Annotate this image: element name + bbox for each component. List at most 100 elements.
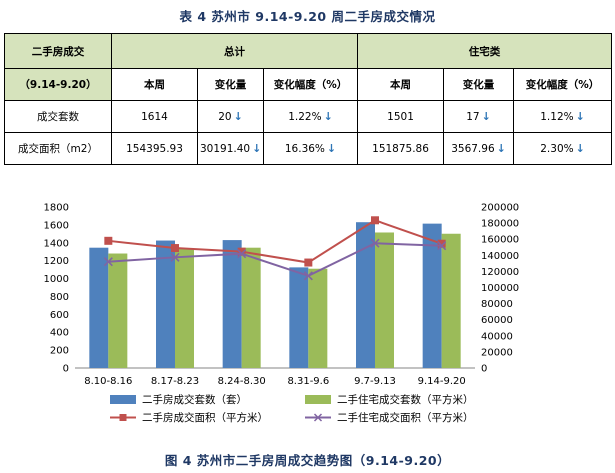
x-axis-tick-label: 8.24-8.30 — [218, 376, 266, 387]
bar-units-residential — [441, 233, 461, 368]
legend-label: 二手房成交套数（套） — [142, 393, 247, 406]
right-axis-tick-label: 180000 — [481, 219, 519, 230]
cell-value: 3567.96 — [451, 143, 495, 155]
left-axis-tick-label: 200 — [50, 346, 69, 357]
table-row-area: 成交面积（m2） 154395.93 30191.40 ↓ 16.36% ↓ 151… — [4, 132, 613, 165]
header-res-this-week: 本周 — [357, 68, 445, 101]
trend-chart-svg: 0 200 400 600 800 1000 1200 1400 1600 1800 0 20000 4… — [44, 203, 520, 425]
series-line-area-residential — [108, 242, 442, 277]
left-axis-tick-label: 1200 — [44, 256, 69, 267]
header-row-label: 二手房成交 — [4, 33, 112, 69]
header-group-total: 总计 — [110, 33, 359, 69]
table-caption: 表 4 苏州市 9.14-9.20 周二手房成交情况 — [179, 9, 436, 24]
header-total-this-week: 本周 — [111, 68, 198, 101]
cell-total-change: 20 ↓ — [197, 100, 264, 133]
right-axis-tick-label: 40000 — [481, 331, 513, 342]
table-header-row-1: 二手房成交 总计 住宅类 — [4, 33, 613, 69]
down-arrow-icon: ↓ — [326, 142, 337, 155]
bar-units-residential — [308, 268, 328, 368]
left-axis-tick-label: 600 — [50, 310, 69, 321]
left-axis-tick-label: 1000 — [44, 274, 69, 285]
x-axis-tick-label: 8.10-8.16 — [84, 376, 132, 387]
cell-total-this-week: 154395.93 — [111, 132, 198, 165]
point-marker-x — [170, 252, 180, 262]
left-axis-tick-label: 400 — [50, 328, 69, 339]
row-label: 成交面积（m2） — [4, 132, 112, 165]
cell-res-change-pct: 2.30% ↓ — [513, 132, 613, 165]
cell-value: 1.22% — [288, 111, 322, 123]
down-arrow-icon: ↓ — [323, 110, 333, 123]
right-axis-tick-label: 0 — [481, 364, 487, 375]
legend-swatch-bar — [305, 395, 331, 404]
point-marker-square — [437, 239, 446, 248]
cell-value: 2.30% — [540, 143, 574, 155]
right-axis-tick-label: 20000 — [481, 347, 513, 358]
legend-label: 二手住宅成交套数（平方米） — [337, 393, 474, 406]
down-arrow-icon: ↓ — [575, 110, 585, 123]
right-axis-tick-label: 140000 — [481, 251, 519, 262]
header-res-change: 变化量 — [443, 68, 515, 101]
cell-value: 17 — [466, 111, 480, 123]
down-arrow-icon: ↓ — [252, 142, 262, 155]
bar-units-total — [422, 223, 442, 368]
cell-total-this-week: 1614 — [111, 100, 198, 133]
figure-caption: 图 4 苏州市二手房周成交趋势图（9.14-9.20） — [164, 453, 451, 468]
cell-res-this-week: 151875.86 — [357, 132, 445, 165]
table-header-row-2: （9.14-9.20） 本周 变化量 变化幅度（%） 本周 变化量 变化幅度（%… — [4, 68, 613, 101]
x-axis-tick-label: 8.31-9.6 — [287, 376, 329, 387]
cell-value: 1.12% — [540, 111, 574, 123]
point-marker-x — [103, 257, 113, 267]
cell-value: 20 — [218, 111, 232, 123]
point-marker-x — [370, 238, 380, 248]
table-row-units: 成交套数 1614 20 ↓ 1.22% ↓ 1501 17 ↓ 1.12% ↓ — [4, 100, 613, 133]
bar-units-residential — [175, 248, 194, 368]
cell-res-change: 17 ↓ — [443, 100, 515, 133]
cell-total-change-pct: 1.22% ↓ — [262, 100, 359, 133]
point-marker-x — [303, 271, 313, 281]
down-arrow-icon: ↓ — [233, 110, 243, 123]
bar-units-residential — [375, 232, 394, 368]
x-axis-tick-label: 8.17-8.23 — [151, 376, 199, 387]
left-axis-tick-label: 800 — [50, 292, 69, 303]
cell-res-change-pct: 1.12% ↓ — [513, 100, 613, 133]
bar-units-total — [289, 267, 309, 368]
right-axis-tick-label: 60000 — [481, 315, 513, 326]
cell-value: 16.36% — [284, 143, 325, 155]
right-axis-tick-label: 200000 — [481, 203, 519, 214]
left-axis-tick-label: 1600 — [44, 220, 69, 231]
cell-total-change-pct: 16.36% ↓ — [262, 132, 359, 165]
down-arrow-icon: ↓ — [496, 142, 506, 155]
legend-marker-x — [313, 413, 323, 422]
right-axis-tick-label: 100000 — [481, 283, 519, 294]
series-line-area-total — [108, 219, 442, 264]
cell-value: 30191.40 — [200, 143, 251, 155]
legend-swatch-bar — [110, 395, 136, 404]
left-axis-tick-label: 0 — [63, 364, 69, 375]
header-total-change-pct: 变化幅度（%） — [262, 68, 359, 101]
x-axis-tick-label: 9.7-9.13 — [354, 376, 396, 387]
right-axis-tick-label: 160000 — [481, 235, 519, 246]
header-group-residential: 住宅类 — [357, 33, 613, 69]
left-axis-tick-label: 1400 — [44, 238, 69, 249]
bar-units-residential — [241, 247, 261, 368]
legend-label: 二手房成交面积（平方米） — [142, 411, 268, 424]
cell-res-this-week: 1501 — [357, 100, 445, 133]
weekly-transaction-table: 二手房成交 总计 住宅类 （9.14-9.20） 本周 变化量 变化幅度（%） … — [4, 33, 613, 165]
legend-marker-square — [119, 414, 127, 421]
cell-res-change: 3567.96 ↓ — [443, 132, 515, 165]
bar-units-residential — [108, 253, 128, 368]
bar-units-total — [89, 247, 109, 368]
bar-units-total — [222, 240, 242, 368]
right-axis-tick-label: 120000 — [481, 267, 519, 278]
header-res-change-pct: 变化幅度（%） — [513, 68, 613, 101]
down-arrow-icon: ↓ — [575, 142, 585, 155]
trend-chart: 0 200 400 600 800 1000 1200 1400 1600 1800 0 20000 4… — [0, 196, 615, 436]
header-total-change: 变化量 — [197, 68, 264, 101]
cell-total-change: 30191.40 ↓ — [197, 132, 264, 165]
bar-units-total — [156, 240, 175, 368]
down-arrow-icon: ↓ — [481, 110, 491, 123]
header-period: （9.14-9.20） — [4, 68, 112, 101]
point-marker-square — [171, 244, 179, 253]
point-marker-x — [437, 241, 447, 251]
point-marker-square — [304, 258, 313, 267]
